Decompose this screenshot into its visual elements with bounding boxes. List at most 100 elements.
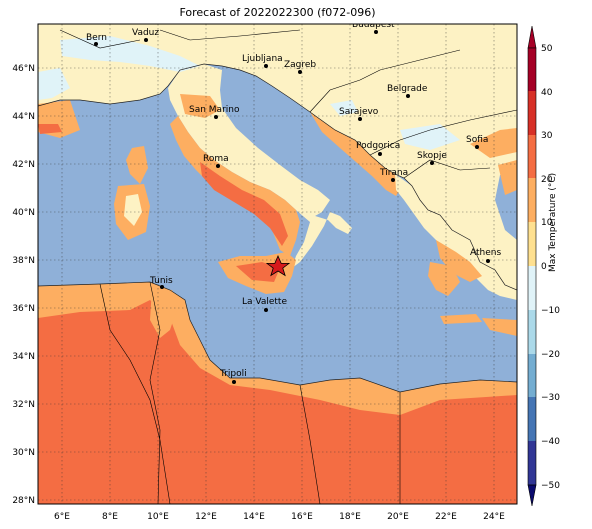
city-label: Tripoli <box>219 369 247 379</box>
lon-tick-label: 14°E <box>243 512 265 522</box>
colorbar-tick: 20 <box>541 175 553 185</box>
country-borders <box>59 29 517 504</box>
longitude-axis: 6°E 8°E 10°E 12°E 14°E 16°E 18°E 20°E 22… <box>54 512 505 522</box>
balkan-warm-coast <box>310 112 404 196</box>
colorbar-tick: −40 <box>541 437 560 447</box>
colorbar-tick: 40 <box>541 88 553 98</box>
city-label: Budapest <box>352 20 395 30</box>
colorbar-tick: 50 <box>541 44 553 54</box>
po-valley <box>180 94 220 118</box>
city-ljubljana: Ljubljana <box>242 54 283 68</box>
city-tirana: Tirana <box>379 168 408 182</box>
city-sarajevo: Sarajevo <box>339 107 379 121</box>
lon-tick-label: 12°E <box>195 512 217 522</box>
lat-tick-label: 44°N <box>12 112 35 122</box>
balkan-cold <box>330 100 358 116</box>
lat-tick-label: 30°N <box>12 448 35 458</box>
lat-tick-label: 38°N <box>12 256 35 266</box>
lat-tick-label: 32°N <box>12 400 35 410</box>
colorbar-segment <box>528 222 536 266</box>
colorbar-top-extension <box>527 25 537 49</box>
colorbar-segment <box>528 354 536 397</box>
city-label: Zagreb <box>284 60 316 70</box>
lon-tick-label: 22°E <box>435 512 457 522</box>
sardinia-interior <box>124 194 142 226</box>
colorbar-segment <box>528 91 536 135</box>
city-sofia: Sofia <box>466 135 488 149</box>
sicily-interior <box>236 262 280 282</box>
graticule <box>38 24 517 504</box>
lat-tick-label: 40°N <box>12 208 35 218</box>
colorbar-segment <box>528 266 536 310</box>
city-san-marino: San Marino <box>189 105 240 119</box>
colorbar-segment <box>528 441 536 485</box>
city-label: Tunis <box>149 276 173 286</box>
city-skopje: Skopje <box>417 151 447 165</box>
city-la-valette: La Valette <box>242 297 287 312</box>
colorbar-tick: 30 <box>541 131 553 141</box>
map-frame <box>37 23 518 505</box>
city-label: Athens <box>470 248 501 258</box>
peloponnese <box>428 262 460 296</box>
city-label: Sarajevo <box>339 107 379 117</box>
turkey-coast <box>498 160 517 195</box>
colorbar-tick: 10 <box>541 218 553 228</box>
forecast-point-star-icon <box>265 254 291 277</box>
lat-tick-label: 46°N <box>12 64 35 74</box>
city-label: Sofia <box>466 135 488 145</box>
city-label: Tirana <box>379 168 408 178</box>
colorbar-segment <box>528 397 536 441</box>
colorbar-tick: −30 <box>541 393 560 403</box>
city-athens: Athens <box>470 248 501 263</box>
lon-tick-label: 16°E <box>291 512 313 522</box>
italy-warm-interior <box>200 162 288 246</box>
city-label: La Valette <box>242 297 287 307</box>
city-roma: Roma <box>203 154 229 168</box>
map-title: Forecast of 2022022300 (f072-096) <box>179 6 376 19</box>
colorbar-tick: −50 <box>541 481 560 491</box>
lat-tick-label: 28°N <box>12 496 35 506</box>
corsica <box>126 146 148 184</box>
city-label: Podgorica <box>356 141 400 151</box>
tunisia-patch <box>150 288 178 338</box>
turkey-south <box>482 318 517 336</box>
city-budapest: Budapest <box>352 20 395 34</box>
city-label: Ljubljana <box>242 54 283 64</box>
france-coast-warm <box>38 124 62 134</box>
city-vaduz: Vaduz <box>132 28 159 42</box>
colorbar-segment <box>528 178 536 222</box>
latitude-axis: 46°N 44°N 42°N 40°N 38°N 36°N 34°N 32°N … <box>12 64 35 506</box>
city-belgrade: Belgrade <box>387 84 428 98</box>
city-podgorica: Podgorica <box>356 141 400 156</box>
lon-tick-label: 10°E <box>147 512 169 522</box>
colorbar-segment <box>528 48 536 91</box>
colorbar-label: Max Temperature (°C) <box>548 172 558 272</box>
colorbar-tick: −10 <box>541 306 560 316</box>
city-layer: Bern Vaduz Budapest Ljubljana Zagreb Bel… <box>86 20 501 384</box>
sofia-cold <box>400 124 460 150</box>
city-label: Bern <box>86 33 107 43</box>
lon-tick-label: 20°E <box>387 512 409 522</box>
lat-tick-label: 42°N <box>12 160 35 170</box>
city-bern: Bern <box>86 33 107 46</box>
crete <box>440 314 482 324</box>
city-tunis: Tunis <box>149 276 173 289</box>
city-label: Vaduz <box>132 28 159 38</box>
lat-tick-label: 34°N <box>12 352 35 362</box>
colorbar: 50 40 30 20 10 0 −10 −20 −30 −40 −50 <box>527 25 560 507</box>
lat-tick-label: 36°N <box>12 304 35 314</box>
city-label: Roma <box>203 154 229 164</box>
city-label: San Marino <box>189 105 240 115</box>
europe-land <box>38 24 517 290</box>
italy-south <box>292 210 352 268</box>
greece-warm <box>436 240 482 282</box>
lon-tick-label: 6°E <box>54 512 70 522</box>
map-area: Bern Vaduz Budapest Ljubljana Zagreb Bel… <box>38 20 517 504</box>
city-tripoli: Tripoli <box>219 369 247 384</box>
city-zagreb: Zagreb <box>284 60 316 74</box>
greece-land <box>395 174 517 300</box>
lon-tick-label: 8°E <box>102 512 118 522</box>
colorbar-segment <box>528 310 536 354</box>
balkan-orange-strip <box>470 128 517 158</box>
